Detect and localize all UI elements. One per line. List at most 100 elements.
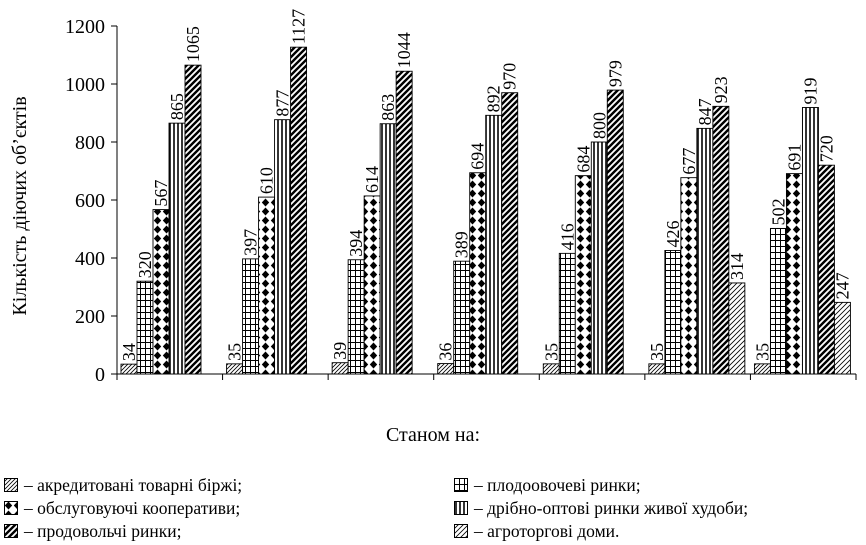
bar: [753, 363, 771, 375]
bar: [696, 127, 714, 375]
data-labels: 34 35 39 36 35 35 35 320 397 394 389 416 426 502 567 61…: [119, 9, 852, 361]
data-label: 394: [346, 230, 366, 257]
bar: [542, 363, 560, 375]
bar: [363, 195, 381, 375]
legend-label: – акредитовані товарні біржі;: [24, 474, 243, 495]
bar: [817, 164, 835, 375]
data-label: 397: [241, 229, 261, 256]
bar: [606, 89, 624, 375]
y-tick-label: 200: [75, 306, 105, 328]
bar: [501, 92, 519, 375]
data-label: 426: [663, 220, 683, 247]
data-label: 877: [273, 90, 293, 117]
legend-label: – обслуговуючі кооперативи;: [24, 497, 241, 518]
bar: [136, 280, 154, 375]
data-label: 684: [573, 146, 593, 173]
bar: [437, 363, 455, 375]
x-axis: 1.01.041.01.051.01.061.01.071.01.081.01.…: [116, 373, 857, 380]
bar: [558, 252, 576, 375]
bar-chart: Кількість діючих об’єктів 0 200 400 600 800 1…: [9, 9, 857, 386]
data-label: 247: [832, 272, 852, 299]
bar: [485, 114, 503, 375]
y-tick-label: 1000: [65, 74, 105, 96]
y-tick-label: 800: [75, 132, 105, 154]
data-label: 923: [711, 76, 731, 103]
data-label: 1044: [394, 32, 414, 68]
data-label: 34: [119, 343, 139, 361]
bar: [168, 122, 186, 375]
data-label: 720: [816, 135, 836, 162]
y-tick-label: 400: [75, 248, 105, 270]
data-label: 610: [257, 167, 277, 194]
legend-swatch-diag-bold: [4, 524, 18, 538]
legend: – акредитовані товарні біржі; – плодоово…: [0, 474, 866, 544]
legend-item-livestock-markets: – дрібно-оптові ринки живої худоби;: [454, 497, 748, 519]
y-tick-label: 1200: [65, 16, 105, 38]
y-tick-label: 0: [95, 364, 105, 386]
bar: [331, 362, 349, 375]
data-label: 416: [557, 223, 577, 250]
data-label: 314: [727, 253, 747, 280]
data-label: 979: [605, 60, 625, 87]
bar: [258, 196, 276, 375]
data-label: 35: [225, 343, 245, 361]
legend-label: – агроторгові доми.: [474, 520, 620, 541]
data-label: 691: [784, 144, 804, 171]
bar: [728, 282, 746, 375]
bar: [833, 301, 851, 375]
x-axis-title: Станом на:: [385, 424, 481, 446]
bar: [712, 105, 730, 375]
data-label: 39: [330, 342, 350, 360]
legend-swatch-vlines: [454, 501, 468, 515]
legend-item-fruit-markets: – плодоовочеві ринки;: [454, 474, 641, 496]
data-label: 35: [752, 343, 772, 361]
data-label: 614: [362, 166, 382, 193]
bar: [395, 70, 413, 375]
bar: [274, 119, 292, 375]
bar: [648, 363, 666, 375]
legend-label: – продовольчі ринки;: [24, 520, 182, 541]
bars: [120, 46, 851, 375]
data-label: 389: [452, 231, 472, 258]
bar: [590, 141, 608, 375]
data-label: 36: [436, 343, 456, 361]
data-label: 1127: [289, 9, 309, 44]
legend-label: – плодоовочеві ринки;: [474, 474, 641, 495]
y-axis: 0 200 400 600 800 1000 1200: [65, 16, 118, 386]
bar: [242, 258, 260, 375]
data-label: 35: [647, 343, 667, 361]
legend-swatch-diamonds: [4, 501, 18, 515]
bar: [290, 46, 308, 375]
data-label: 35: [541, 343, 561, 361]
bar: [453, 260, 471, 375]
legend-swatch-grid: [454, 478, 468, 492]
bar: [379, 123, 397, 375]
legend-item-exchanges: – акредитовані товарні біржі;: [4, 474, 242, 496]
data-label: 970: [500, 63, 520, 90]
bar: [347, 259, 365, 375]
data-label: 502: [768, 198, 788, 225]
legend-label: – дрібно-оптові ринки живої худоби;: [474, 497, 749, 518]
data-label: 320: [135, 251, 155, 278]
data-label: 892: [484, 85, 504, 112]
legend-item-cooperatives: – обслуговуючі кооперативи;: [4, 497, 240, 519]
bar: [184, 64, 202, 375]
bar: [574, 175, 592, 375]
bar: [785, 173, 803, 375]
legend-swatch-diag-light: [454, 524, 468, 538]
data-label: 677: [679, 148, 699, 175]
data-label: 567: [151, 180, 171, 207]
bar: [680, 177, 698, 375]
bar: [152, 209, 170, 375]
bar: [769, 227, 787, 375]
data-label: 694: [468, 143, 488, 170]
bar: [469, 172, 487, 375]
bar: [120, 363, 138, 375]
legend-swatch-diag-fine: [4, 478, 18, 492]
y-axis-label: Кількість діючих об’єктів: [9, 96, 31, 315]
y-tick-label: 600: [75, 190, 105, 212]
legend-item-trade-houses: – агроторгові доми.: [454, 520, 619, 542]
bar: [664, 250, 682, 375]
bar: [226, 363, 244, 375]
data-label: 863: [378, 94, 398, 121]
